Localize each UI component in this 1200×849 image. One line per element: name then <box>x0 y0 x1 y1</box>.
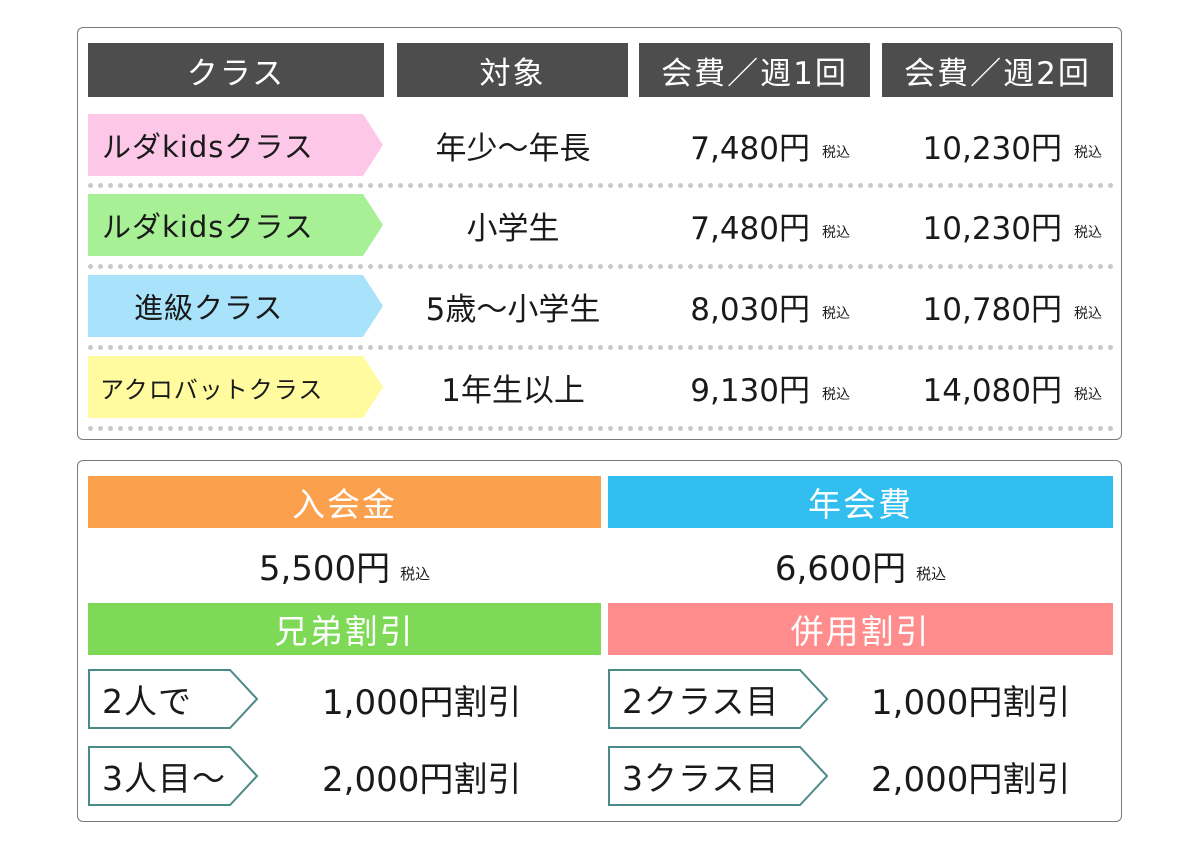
row-divider <box>88 183 1114 188</box>
header-weekly1: 会費／週1回 <box>639 43 870 97</box>
fee-amount: 6,600円 <box>774 548 907 589</box>
discount-tag-label: 2クラス目 <box>622 682 780 721</box>
header-target: 対象 <box>397 43 628 97</box>
admission-fee-value: 5,500円 税込 <box>88 535 601 595</box>
discount-tag: 3クラス目 <box>608 746 830 806</box>
annual-fee-value: 6,600円 税込 <box>608 535 1113 595</box>
weekly2-cell: 10,230円 税込 <box>878 114 1102 176</box>
price-value: 8,030円 <box>690 291 810 328</box>
price-value: 10,780円 <box>922 291 1062 328</box>
price-value: 14,080円 <box>922 372 1062 409</box>
discount-tag-label: 3クラス目 <box>622 759 780 798</box>
tax-label: 税込 <box>822 145 850 161</box>
table-row: ルダkidsクラス 年少～年長 7,480円 税込 10,230円 税込 <box>78 114 1121 176</box>
discount-tag: 2人で <box>88 669 259 729</box>
tax-label: 税込 <box>822 225 850 241</box>
discount-tag-label: 2人で <box>102 682 192 721</box>
header-class: クラス <box>88 43 384 97</box>
tax-label: 税込 <box>1074 145 1102 161</box>
target-cell: 小学生 <box>466 210 560 247</box>
arrow-tag-outline <box>88 669 259 729</box>
target-cell: 1年生以上 <box>441 372 585 409</box>
class-tag: 進級クラス <box>88 275 383 337</box>
admission-fee-header: 入会金 <box>88 476 601 528</box>
header-weekly2: 会費／週2回 <box>882 43 1113 97</box>
weekly1-cell: 7,480円 税込 <box>638 194 850 256</box>
tax-label: 税込 <box>822 387 850 403</box>
row-divider <box>88 345 1114 350</box>
weekly2-cell: 10,780円 税込 <box>878 275 1102 337</box>
price-value: 10,230円 <box>922 210 1062 247</box>
target-cell: 年少～年長 <box>435 130 591 167</box>
table-row: ルダkidsクラス 小学生 7,480円 税込 10,230円 税込 <box>78 194 1121 256</box>
class-tag: ルダkidsクラス <box>88 194 383 256</box>
combined-discount-header: 併用割引 <box>608 603 1113 655</box>
tax-label: 税込 <box>1074 306 1102 322</box>
class-tag: アクロバットクラス <box>88 356 383 418</box>
fee-amount: 5,500円 <box>258 548 391 589</box>
price-value: 9,130円 <box>690 372 810 409</box>
discount-value: 1,000円割引 <box>871 682 1071 723</box>
discount-value: 1,000円割引 <box>322 682 522 723</box>
weekly2-cell: 14,080円 税込 <box>878 356 1102 418</box>
table-row: 進級クラス 5歳～小学生 8,030円 税込 10,780円 税込 <box>78 275 1121 337</box>
weekly1-cell: 8,030円 税込 <box>638 275 850 337</box>
arrow-tag-outline <box>88 746 259 806</box>
tax-label: 税込 <box>822 306 850 322</box>
row-divider <box>88 264 1114 269</box>
discount-value: 2,000円割引 <box>871 759 1071 800</box>
target-cell: 5歳～小学生 <box>425 291 601 328</box>
weekly1-cell: 9,130円 税込 <box>638 356 850 418</box>
weekly1-cell: 7,480円 税込 <box>638 114 850 176</box>
weekly2-cell: 10,230円 税込 <box>878 194 1102 256</box>
price-value: 10,230円 <box>922 130 1062 167</box>
price-value: 7,480円 <box>690 210 810 247</box>
tax-label: 税込 <box>1074 387 1102 403</box>
discount-tag: 2クラス目 <box>608 669 830 729</box>
sibling-discount-header: 兄弟割引 <box>88 603 601 655</box>
tax-label: 税込 <box>1074 225 1102 241</box>
class-fee-table: クラス 対象 会費／週1回 会費／週2回 ルダkidsクラス 年少～年長 7,4… <box>77 27 1122 440</box>
discount-tag: 3人目～ <box>88 746 259 806</box>
fees-discounts-panel: 入会金 年会費 5,500円 税込 6,600円 税込 兄弟割引 併用割引 2人で … <box>77 460 1122 822</box>
discount-tag-label: 3人目～ <box>102 759 226 798</box>
row-divider <box>88 426 1114 431</box>
discount-value: 2,000円割引 <box>322 759 522 800</box>
arrow-tag-outline <box>608 746 829 806</box>
class-tag: ルダkidsクラス <box>88 114 383 176</box>
price-value: 7,480円 <box>690 130 810 167</box>
annual-fee-header: 年会費 <box>608 476 1113 528</box>
tax-label: 税込 <box>400 564 431 583</box>
table-row: アクロバットクラス 1年生以上 9,130円 税込 14,080円 税込 <box>78 356 1121 418</box>
arrow-tag-outline <box>608 669 829 729</box>
tax-label: 税込 <box>916 564 947 583</box>
